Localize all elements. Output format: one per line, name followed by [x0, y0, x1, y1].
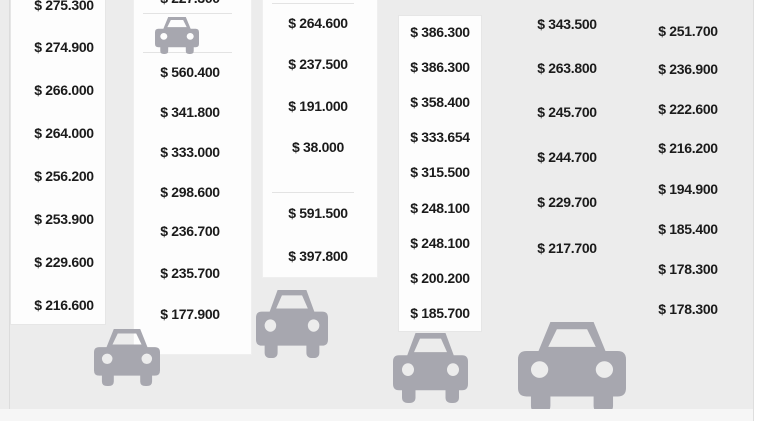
price-value: $ 236.900	[658, 61, 718, 77]
price-value: $ 216.600	[34, 297, 94, 313]
price-value: $ 237.500	[288, 56, 348, 72]
car-icon	[94, 329, 160, 386]
price-value: $ 358.400	[410, 94, 470, 110]
car-icon	[155, 17, 199, 54]
bottom-strip	[0, 409, 753, 421]
scrollbar-track[interactable]	[753, 0, 760, 421]
price-value: $ 178.300	[658, 301, 718, 317]
price-value: $ 341.800	[160, 104, 220, 120]
car-icon	[256, 290, 328, 358]
price-value: $ 591.500	[288, 205, 348, 221]
price-value: $ 263.800	[537, 60, 597, 76]
price-value: $ 229.700	[537, 194, 597, 210]
price-value: $ 333.000	[160, 144, 220, 160]
price-value: $ 177.900	[160, 306, 220, 322]
price-value: $ 275.300	[34, 0, 94, 13]
price-value: $ 191.000	[288, 98, 348, 114]
price-value: $ 229.600	[34, 254, 94, 270]
price-value: $ 256.200	[34, 168, 94, 184]
price-value: $ 266.000	[34, 82, 94, 98]
price-value: $ 248.100	[410, 200, 470, 216]
price-value: $ 386.300	[410, 59, 470, 75]
price-value: $ 315.500	[410, 164, 470, 180]
price-value: $ 194.900	[658, 181, 718, 197]
price-panel-4	[398, 15, 482, 332]
price-value: $ 178.300	[658, 261, 718, 277]
divider	[143, 13, 232, 14]
price-value: $ 38.000	[291, 139, 345, 155]
price-panel-2	[133, 0, 252, 355]
price-panel-1	[10, 0, 106, 325]
price-value: $ 222.600	[658, 101, 718, 117]
price-value: $ 236.700	[160, 223, 220, 239]
price-value: $ 264.600	[288, 15, 348, 31]
price-value: $ 185.400	[658, 221, 718, 237]
price-value: $ 251.700	[658, 23, 718, 39]
divider	[272, 192, 354, 193]
price-value: $ 245.700	[537, 104, 597, 120]
price-value: $ 235.700	[160, 265, 220, 281]
car-icon	[518, 322, 626, 413]
price-value: $ 397.800	[288, 248, 348, 264]
price-value: $ 264.000	[34, 125, 94, 141]
price-value: $ 248.100	[410, 235, 470, 251]
car-icon	[393, 333, 468, 403]
price-value: $ 253.900	[34, 211, 94, 227]
price-value: $ 343.500	[537, 16, 597, 32]
divider	[272, 3, 354, 4]
price-value: $ 333.654	[410, 129, 470, 145]
price-value: $ 200.200	[410, 270, 470, 286]
price-value: $ 217.700	[537, 240, 597, 256]
page-edge-line	[9, 0, 10, 421]
price-value: $ 560.400	[160, 64, 220, 80]
price-panel-3	[262, 0, 378, 278]
price-value: $ 298.600	[160, 184, 220, 200]
price-value: $ 185.700	[410, 305, 470, 321]
price-value: $ 386.300	[410, 24, 470, 40]
price-value: $ 244.700	[537, 149, 597, 165]
price-value: $ 216.200	[658, 140, 718, 156]
price-value: $ 274.900	[34, 39, 94, 55]
price-value-clipped: $ 227.300	[140, 0, 240, 7]
